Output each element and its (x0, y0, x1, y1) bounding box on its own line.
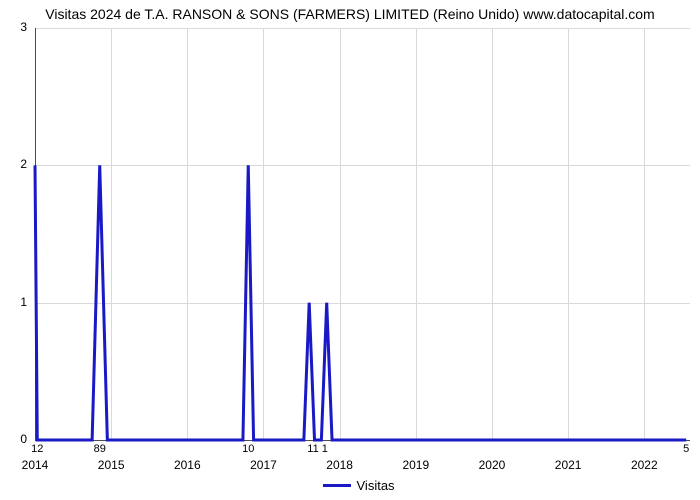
value-label: 5 (683, 443, 689, 455)
series-line (0, 0, 700, 500)
value-label: 11 1 (307, 443, 328, 455)
value-label: 12 (31, 443, 43, 455)
visits-chart: Visitas 2024 de T.A. RANSON & SONS (FARM… (0, 0, 700, 500)
value-label: 89 (94, 443, 106, 455)
value-label: 10 (242, 443, 254, 455)
